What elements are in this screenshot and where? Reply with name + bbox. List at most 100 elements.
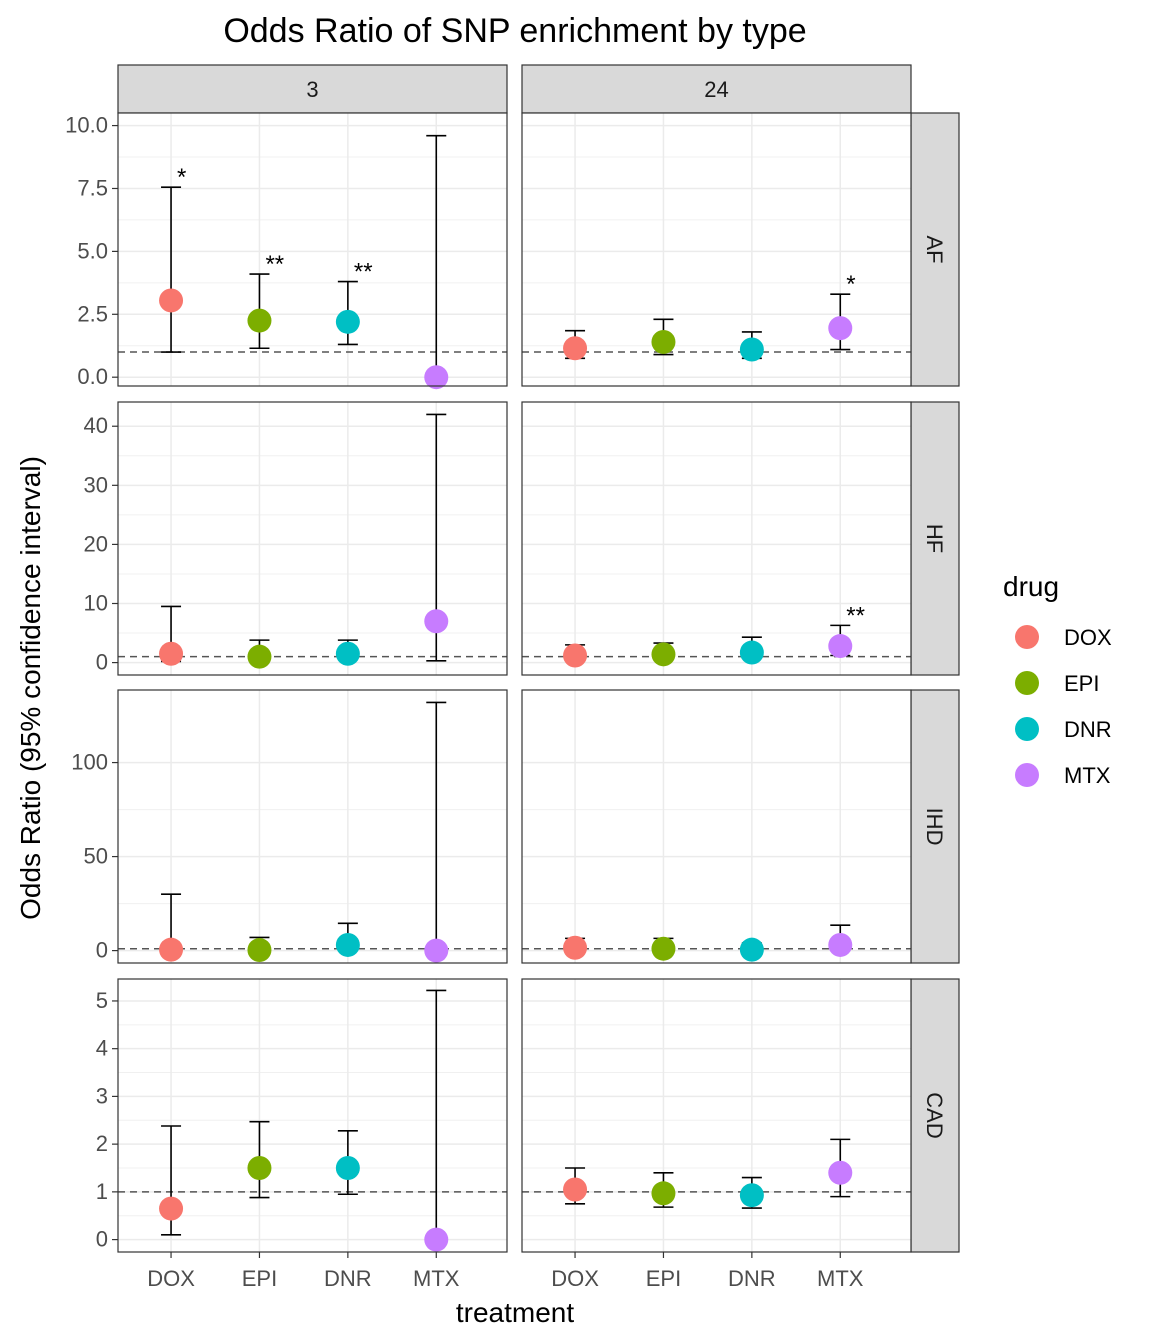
- row-strip-label-CAD: CAD: [922, 1092, 947, 1138]
- panel-border: [521, 978, 912, 1253]
- point-EPI: [247, 938, 272, 963]
- significance-label-MTX: *: [846, 271, 855, 298]
- significance-label-DOX: *: [177, 164, 186, 191]
- panel-background: [522, 690, 911, 963]
- point-DOX: [563, 643, 588, 668]
- point-MTX: [424, 938, 449, 963]
- panel-border: [117, 978, 508, 1253]
- y-tick-label-AF: 0.0: [77, 364, 108, 389]
- y-tick-label-CAD: 0: [96, 1227, 108, 1252]
- y-tick-label-IHD: 100: [71, 750, 108, 775]
- point-MTX: [424, 1227, 449, 1252]
- point-DOX: [159, 288, 184, 313]
- y-tick-label-CAD: 4: [96, 1036, 108, 1061]
- point-MTX: [828, 316, 853, 341]
- chart-title: Odds Ratio of SNP enrichment by type: [223, 12, 806, 50]
- y-tick-label-AF: 10.0: [65, 113, 108, 138]
- point-EPI: [247, 308, 272, 333]
- column-strip-label-24: 24: [704, 77, 728, 102]
- y-tick-label-HF: 30: [84, 472, 108, 497]
- legend-label-DNR: DNR: [1064, 717, 1112, 742]
- panel-background: [118, 113, 507, 386]
- x-tick-label-DOX: DOX: [551, 1266, 599, 1291]
- column-strip-3: [117, 64, 508, 114]
- significance-label-EPI: **: [265, 251, 284, 278]
- y-tick-label-HF: 20: [84, 531, 108, 556]
- point-MTX: [424, 365, 449, 390]
- y-tick-label-CAD: 2: [96, 1131, 108, 1156]
- panel-background: [522, 402, 911, 675]
- panel-border: [117, 401, 508, 676]
- point-EPI: [651, 329, 676, 354]
- legend: drug DOX EPI DNR MTX: [1003, 571, 1112, 788]
- point-EPI: [247, 644, 272, 669]
- point-MTX: [828, 1160, 853, 1185]
- facet-panels: 3 24AF0.02.55.07.510.0HF010203040IHD05010…: [65, 64, 960, 1291]
- panel-CAD-3: [117, 978, 508, 1253]
- x-tick-label-EPI: EPI: [242, 1266, 277, 1291]
- point-DNR: [335, 641, 360, 666]
- point-EPI: [651, 642, 676, 667]
- row-strip-HF: [910, 401, 960, 676]
- legend-title: drug: [1003, 571, 1059, 602]
- panel-IHD-3: [117, 689, 508, 964]
- y-tick-label-IHD: 0: [96, 938, 108, 963]
- panel-AF-24: *: [521, 112, 912, 387]
- row-strip-label-IHD: IHD: [922, 808, 947, 846]
- significance-label-DNR: **: [354, 259, 373, 286]
- legend-label-EPI: EPI: [1064, 671, 1099, 696]
- panel-background: [522, 979, 911, 1252]
- point-MTX: [424, 609, 449, 634]
- point-DNR: [335, 1156, 360, 1180]
- point-DNR: [739, 937, 764, 962]
- panel-border: [521, 401, 912, 676]
- y-tick-label-CAD: 3: [96, 1083, 108, 1108]
- legend-key-MTX: [1015, 763, 1039, 787]
- x-tick-label-MTX: MTX: [413, 1266, 460, 1291]
- legend-key-DNR: [1015, 717, 1039, 741]
- point-EPI: [651, 936, 676, 961]
- point-DOX: [159, 937, 184, 962]
- panel-border: [117, 112, 508, 387]
- point-DNR: [335, 309, 360, 334]
- point-DOX: [563, 336, 588, 361]
- legend-label-MTX: MTX: [1064, 763, 1111, 788]
- y-tick-label-AF: 2.5: [77, 301, 108, 326]
- panel-IHD-24: [521, 689, 912, 964]
- panel-HF-3: [117, 401, 508, 676]
- point-DNR: [739, 1183, 764, 1208]
- y-tick-label-IHD: 50: [84, 844, 108, 869]
- panel-background: [118, 402, 507, 675]
- row-strip-label-HF: HF: [922, 524, 947, 553]
- y-tick-label-CAD: 1: [96, 1179, 108, 1204]
- panel-border: [117, 689, 508, 964]
- point-DNR: [739, 337, 764, 362]
- significance-label-MTX: **: [846, 602, 865, 629]
- legend-key-EPI: [1015, 671, 1039, 695]
- x-tick-label-MTX: MTX: [817, 1266, 864, 1291]
- point-DOX: [563, 1177, 588, 1202]
- y-tick-label-AF: 5.0: [77, 238, 108, 263]
- panel-CAD-24: [521, 978, 912, 1253]
- y-tick-label-CAD: 5: [96, 988, 108, 1013]
- column-strip-label-3: 3: [306, 77, 318, 102]
- panel-border: [521, 112, 912, 387]
- point-DOX: [159, 1196, 184, 1221]
- point-DOX: [563, 935, 588, 960]
- point-MTX: [828, 634, 853, 659]
- y-tick-label-AF: 7.5: [77, 175, 108, 200]
- point-MTX: [828, 932, 853, 957]
- point-EPI: [651, 1181, 676, 1206]
- point-EPI: [247, 1156, 272, 1180]
- panel-HF-24: **: [521, 401, 912, 676]
- y-axis-title: Odds Ratio (95% confidence interval): [15, 456, 46, 920]
- panel-AF-3: *** **: [117, 112, 508, 390]
- panel-border: [521, 689, 912, 964]
- y-tick-label-HF: 10: [84, 591, 108, 616]
- panel-background: [118, 690, 507, 963]
- y-tick-label-HF: 0: [96, 650, 108, 675]
- x-tick-label-DNR: DNR: [728, 1266, 776, 1291]
- x-tick-label-DOX: DOX: [147, 1266, 195, 1291]
- column-strip-24: [521, 64, 912, 114]
